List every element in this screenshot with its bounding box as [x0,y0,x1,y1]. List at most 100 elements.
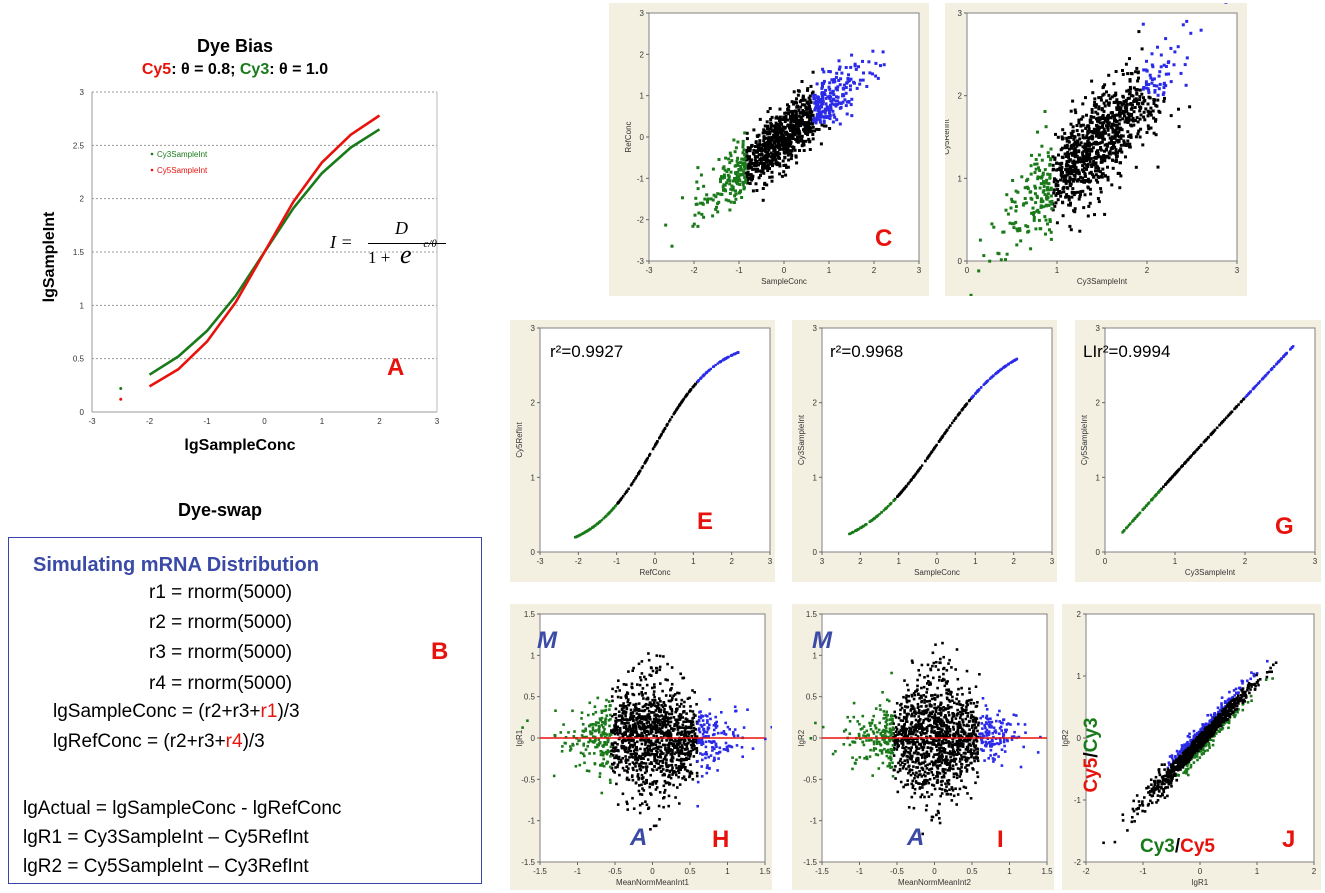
point-black [790,116,794,120]
point-black [1084,179,1088,183]
point-black [637,662,641,666]
point-black [655,768,659,771]
point-black [682,752,685,755]
point-black [956,708,959,712]
point-blue [1284,352,1288,356]
point-blue [844,104,848,108]
point-black [952,734,955,737]
point-green [584,729,587,732]
point-black [1072,137,1076,141]
point-black [768,167,771,170]
point-green [1033,184,1037,188]
point-black [1081,157,1085,161]
point-green [1039,204,1043,208]
point-black [668,769,672,773]
point-black [645,765,649,769]
point-black [666,719,669,723]
point-blue [734,709,737,713]
point-blue [741,755,744,758]
point-black [689,722,693,725]
point-blue [835,88,839,92]
point-black [639,676,642,679]
point-black [691,748,695,752]
point-black [646,749,650,752]
point-black [690,726,693,730]
point-black [1070,172,1074,176]
point-blue [1255,383,1258,387]
point-green [729,154,733,158]
point-green [1043,215,1047,219]
point-black [824,124,828,128]
panel-a: Dye Bias Cy5: θ = 0.8; Cy3: θ = 1.0 lgSa… [30,0,460,480]
point-black [679,757,683,761]
y-tick-label: -1 [637,174,645,183]
point-black [654,788,658,791]
point-black [641,787,644,790]
point-black [623,718,626,721]
point-black [655,780,659,783]
point-black [626,730,629,733]
point-blue [724,733,728,736]
point-black [662,429,665,433]
point-green [1041,199,1045,203]
x-tick-label: 3 [768,557,773,566]
point-blue [1256,382,1260,385]
point-black [1093,97,1097,101]
point-green [721,185,725,189]
point-black [1114,70,1118,73]
point-green [744,180,748,184]
point-black [623,769,626,772]
point-black [800,103,804,107]
point-black [677,769,680,773]
point-black [663,710,667,714]
point-black [633,722,637,725]
point-black [614,722,617,726]
point-green [1046,222,1049,226]
x-tick-label: 2 [1145,266,1150,275]
point-black [894,765,897,768]
point-black [758,142,762,146]
point-green [1033,171,1037,174]
point-blue [850,53,854,57]
point-green [1037,218,1041,222]
point-black [1081,189,1085,193]
point-black [629,484,633,487]
point-black [655,786,659,789]
point-green [730,159,734,163]
point-black [658,727,661,730]
point-black [613,771,616,774]
point-black [1233,407,1236,411]
point-black [655,666,658,670]
point-black [659,764,662,768]
point-blue [849,77,853,81]
point-black [670,757,673,761]
point-green [602,764,606,768]
point-blue [821,94,824,98]
point-green [1025,185,1029,189]
point-black [828,127,832,130]
point-black [1125,89,1129,93]
point-black [754,161,758,165]
point-blue [843,98,847,102]
point-black [1089,147,1093,151]
point-black [621,704,624,707]
point-black [655,734,658,738]
point-black [788,149,792,153]
point-blue [704,745,708,749]
point-green [1022,202,1026,206]
point-black [777,130,781,134]
point-blue [697,728,701,732]
point-blue [831,109,835,113]
point-blue [700,775,704,778]
point-blue [823,111,827,115]
point-black [659,682,662,685]
point-black [661,717,665,720]
point-black [1093,130,1097,134]
point-black [614,707,618,711]
point-black [763,143,767,147]
y-tick-label: -0.5 [803,775,817,784]
point-black [683,710,686,713]
point-black [781,133,785,137]
point-black [1128,85,1132,89]
